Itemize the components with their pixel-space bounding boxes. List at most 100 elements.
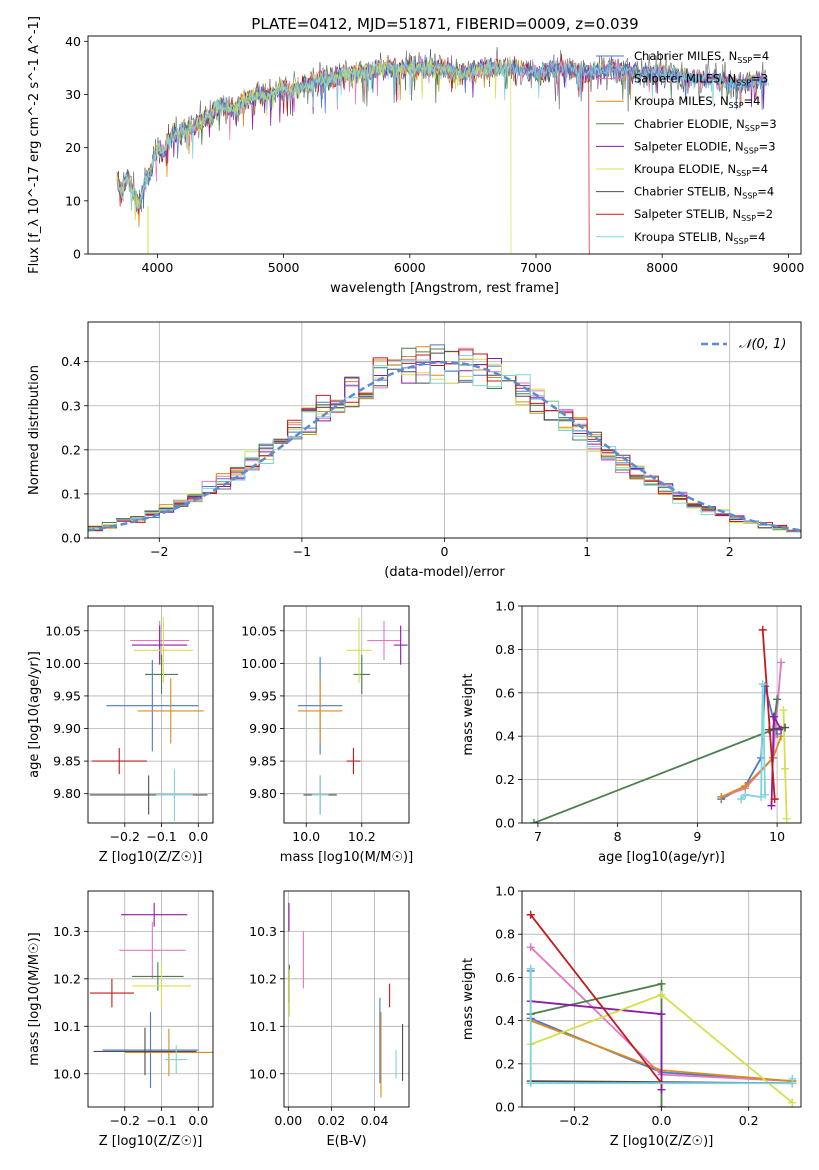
y-tick-label: 10.00: [241, 656, 277, 671]
y-axis-label: age [log10(age/yr)]: [27, 651, 42, 778]
errorbar-point-salpeter_stelib: [346, 748, 361, 775]
legend-label-sub: SSP: [729, 101, 744, 110]
weight-marker: [758, 680, 767, 689]
x-tick-label: 4000: [142, 260, 174, 275]
y-axis-label: Flux [f_λ 10^-17 erg cm^-2 s^-1 A^-1]: [27, 16, 42, 274]
legend-label-sub: SSP: [741, 214, 756, 223]
x-axis-label: (data-model)/error: [384, 565, 505, 580]
legend-label-main: Kroupa MILES, N: [634, 94, 729, 108]
y-tick-label: 1.0: [495, 884, 515, 899]
weight-series-chabrier_elodie: [529, 695, 782, 823]
errorbar-point-kroupa_stelib: [165, 1045, 188, 1074]
x-tick-label: 0.0: [188, 829, 208, 844]
x-tick-label: −0.2: [559, 1113, 589, 1128]
errorbar-point-kroupa_elodie: [133, 617, 193, 683]
y-tick-label: 9.85: [53, 754, 81, 769]
x-tick-label: 0.02: [317, 1113, 345, 1128]
x-tick-label: 0.2: [739, 1113, 759, 1128]
x-tick-label: 0: [441, 544, 449, 559]
x-tick-label: 6000: [394, 260, 426, 275]
residual-histograms: [88, 344, 801, 535]
y-tick-label: 10.00: [45, 656, 81, 671]
legend-label: 𝒩(0, 1): [739, 337, 786, 352]
plots-root: 4000 5000 6000 7000 8000 9000010203040wavelen…: [27, 16, 804, 1149]
weight-marker: [657, 1010, 666, 1019]
x-tick-label: 1: [583, 544, 591, 559]
y-tick-label: 1.0: [495, 599, 515, 614]
errorbar-point-kroupa_miles: [124, 1028, 213, 1077]
plot-frame: [87, 321, 802, 539]
legend-label: Salpeter ELODIE, NSSP=3: [634, 139, 776, 155]
legend-label: Salpeter STELIB, NSSP=2: [634, 207, 773, 223]
legend-label-main: Salpeter MILES, N: [634, 72, 736, 86]
legend-label-sub: SSP: [744, 146, 759, 155]
y-tick-label: 0.0: [61, 531, 81, 546]
weight-marker: [526, 943, 535, 952]
weight-marker: [770, 795, 779, 804]
weight-marker: [717, 792, 726, 801]
y-tick-label: 10.05: [241, 623, 277, 638]
x-tick-label: 8: [614, 829, 622, 844]
y-tick-label: 0.6: [495, 970, 515, 985]
histogram-kroupa_stelib: [88, 355, 801, 534]
legend-label-main: Kroupa STELIB, N: [634, 230, 734, 244]
errorbar-point-salpeter_elodie: [393, 625, 408, 665]
legend-label-main: Chabrier STELIB, N: [634, 185, 742, 199]
legend-label: Kroupa ELODIE, NSSP=4: [634, 162, 768, 178]
weight-line: [533, 699, 778, 823]
x-tick-label: −0.1: [146, 1113, 176, 1128]
weight-marker: [769, 712, 778, 721]
errorbar-point-chabrier_elodie: [144, 654, 179, 694]
plot-frame: [283, 605, 410, 824]
spectrum-line-salpeter_stelib: [116, 54, 590, 254]
x-tick-label: 10.0: [292, 829, 320, 844]
y-tick-label: 10.3: [53, 924, 81, 939]
errorbar-point-chabrier_stelib: [93, 1027, 197, 1076]
weight-marker: [777, 658, 786, 667]
residuals-plot: −2 −1 0 1 2 0.0 0.1 0.2 0.3 0.4 (data-model)/error…: [27, 321, 802, 580]
plot-frame: [283, 890, 410, 1108]
legend-label: Salpeter MILES, NSSP=3: [634, 72, 768, 88]
mass-vs-metallicity-plot: −0.2 −0.1 0.0 10.0 10.1 10.2 10.3 Z [log10(Z/Z☉…: [27, 890, 214, 1149]
weight-marker: [657, 1103, 666, 1107]
weight-marker: [782, 814, 791, 823]
y-tick-label: 0.6: [495, 685, 515, 700]
legend-label-tail: =4: [751, 162, 768, 176]
y-tick-label: 0: [73, 247, 81, 262]
y-tick-label: 10.3: [249, 924, 277, 939]
weight-vs-metallicity-plot: −0.2 0.0 0.2 0.0 0.2 0.4 0.6 0.8 1.0 Z [log10(Z/Z…: [461, 884, 802, 1149]
y-tick-label: 0.8: [495, 642, 515, 657]
plot-frame: [87, 35, 802, 255]
x-tick-label: 0.00: [274, 1113, 302, 1128]
x-tick-label: 0.04: [361, 1113, 389, 1128]
weight-series-kroupa_elodie: [779, 706, 791, 823]
x-tick-label: 2: [726, 544, 734, 559]
x-tick-label: 0.0: [188, 1113, 208, 1128]
x-axis-label: E(B-V): [326, 1134, 366, 1149]
age-vs-metallicity-plot-points: [89, 617, 208, 822]
legend-label-main: Kroupa ELODIE, N: [634, 162, 736, 176]
errorbar-point-salpeter_elodie: [132, 625, 188, 665]
x-tick-label: 7: [534, 829, 542, 844]
x-tick-label: 7000: [520, 260, 552, 275]
y-axis-label: mass weight: [461, 673, 476, 755]
legend-label-sub: SSP: [736, 79, 751, 88]
y-tick-label: 40: [65, 34, 81, 49]
errorbar-point-salpeter_stelib: [89, 978, 134, 1008]
errorbar-point-kroupa_stelib: [156, 768, 193, 822]
y-tick-label: 10.0: [53, 1066, 81, 1081]
y-tick-label: 0.2: [495, 1056, 515, 1071]
weight-series-kroupa_miles: [717, 732, 786, 801]
legend-label: Chabrier MILES, NSSP=4: [634, 49, 769, 65]
y-tick-label: 10.0: [249, 1066, 277, 1081]
x-axis-label: Z [log10(Z/Z☉)]: [99, 850, 203, 865]
y-tick-label: 0.2: [61, 442, 81, 457]
weight-series-salpeter_stelib: [526, 910, 666, 1088]
errorbar-point-kroupa_elodie: [346, 617, 372, 683]
legend-label-tail: =3: [759, 139, 776, 153]
weight-series-salpeter_stelib: [758, 625, 779, 804]
y-tick-label: 10: [65, 193, 81, 208]
legend-label-tail: =4: [749, 230, 766, 244]
y-tick-label: 30: [65, 87, 81, 102]
